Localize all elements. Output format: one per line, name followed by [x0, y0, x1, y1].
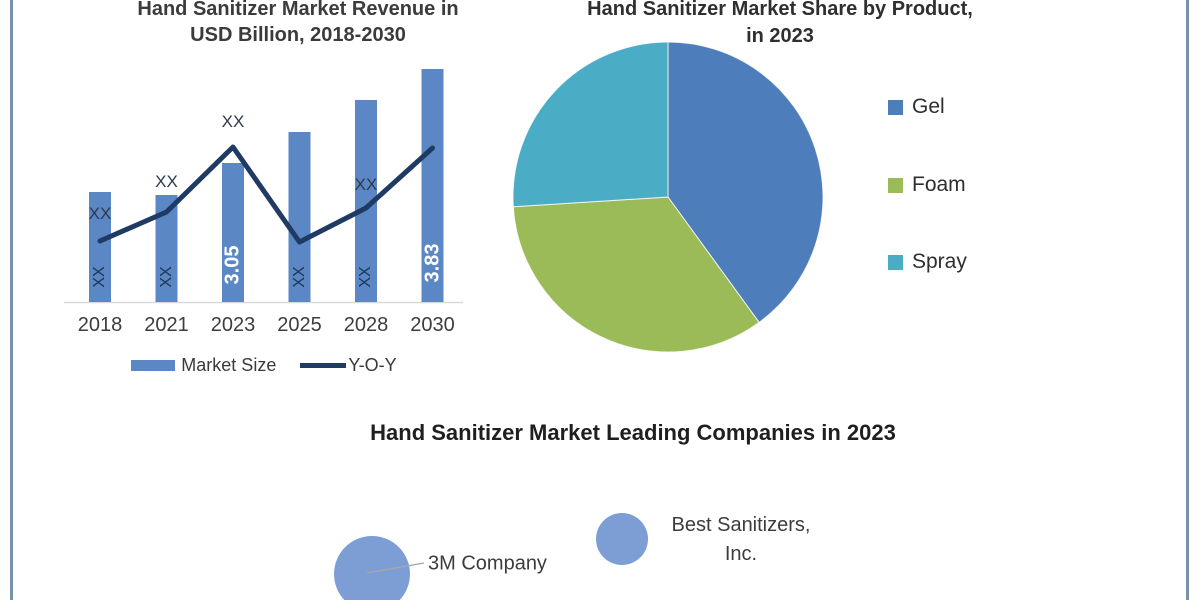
category-label-2018: 2018: [77, 314, 123, 336]
yoy-value-label-2018: XX: [88, 204, 112, 223]
category-label-2028: 2028: [343, 314, 389, 336]
market-size-bar-2025: [288, 132, 311, 302]
category-label-2025: 2025: [277, 314, 322, 336]
bar-value-label-2021: XX: [157, 266, 175, 288]
company-label-3m-company: 3M Company: [428, 550, 547, 579]
market-size-legend-label: Market Size: [181, 355, 277, 375]
bar-value-label-2023: 3.05: [221, 245, 244, 285]
market-size-swatch: [131, 360, 176, 371]
market-size-bar-2018: [89, 192, 111, 302]
market-size-bar-2023: [222, 163, 244, 302]
pie-chart-title-line1: Hand Sanitizer Market Share by Product,: [587, 0, 973, 20]
yoy-line-series: [97, 144, 435, 245]
market-size-bar-2021: [155, 195, 178, 302]
leader-line-3m-company: [366, 562, 425, 574]
company-label-best-sanitizers-inc: Best Sanitizers, Inc.: [672, 511, 811, 569]
spray-swatch: [888, 254, 903, 270]
bar-value-label-2018: XX: [91, 266, 108, 288]
bubble-3m-company: [334, 536, 410, 600]
foam-legend-label: Foam: [912, 173, 966, 196]
right-border-line: [1186, 0, 1189, 600]
pie-chart-title: Hand Sanitizer Market Share by Product, …: [560, 0, 1000, 50]
company-label-line: 3M Company: [428, 552, 547, 575]
company-label-line: Inc.: [724, 543, 758, 565]
yoy-value-label-2028: XX: [354, 175, 378, 194]
market-size-bar-2028: [355, 100, 377, 302]
pie-chart-title-line2: in 2023: [746, 25, 814, 47]
pie-slice-gel: [667, 41, 824, 324]
market-size-bar-2030: [421, 69, 444, 302]
gel-legend-label: Gel: [912, 95, 945, 118]
pie-legend-item-gel: Gel: [888, 95, 945, 119]
bar-value-label-2028: XX: [357, 266, 374, 288]
left-border-line: [10, 0, 13, 600]
bubble-best-sanitizers-inc: [596, 513, 648, 565]
yoy-line-swatch: [300, 363, 347, 368]
yoy-legend-label: Y-O-Y: [348, 355, 397, 375]
company-label-line: Best Sanitizers,: [671, 514, 811, 536]
companies-chart-title: Hand Sanitizer Market Leading Companies …: [370, 420, 896, 445]
revenue-chart-title: Hand Sanitizer Market Revenue in USD Bil…: [118, 0, 478, 48]
pie-legend-item-spray: Spray: [888, 250, 967, 274]
category-label-2030: 2030: [410, 314, 455, 336]
revenue-chart-title-line1: Hand Sanitizer Market Revenue in: [137, 0, 459, 20]
pie-slice-foam: [512, 196, 760, 353]
category-label-2023: 2023: [210, 314, 256, 336]
yoy-value-label-2023: XX: [221, 112, 245, 131]
bar-value-label-2030: 3.83: [421, 243, 443, 283]
pie-slice-spray: [512, 41, 669, 208]
gel-swatch: [888, 99, 903, 115]
spray-legend-label: Spray: [912, 250, 967, 273]
pie-legend-item-foam: Foam: [888, 173, 966, 197]
revenue-legend: Market Size Y-O-Y: [64, 355, 464, 376]
bar-value-label-2025: XX: [290, 266, 308, 288]
yoy-value-label-2021: XX: [155, 172, 178, 191]
foam-swatch: [888, 177, 903, 193]
category-label-2021: 2021: [144, 314, 189, 336]
revenue-chart-title-line2: USD Billion, 2018-2030: [190, 24, 406, 46]
